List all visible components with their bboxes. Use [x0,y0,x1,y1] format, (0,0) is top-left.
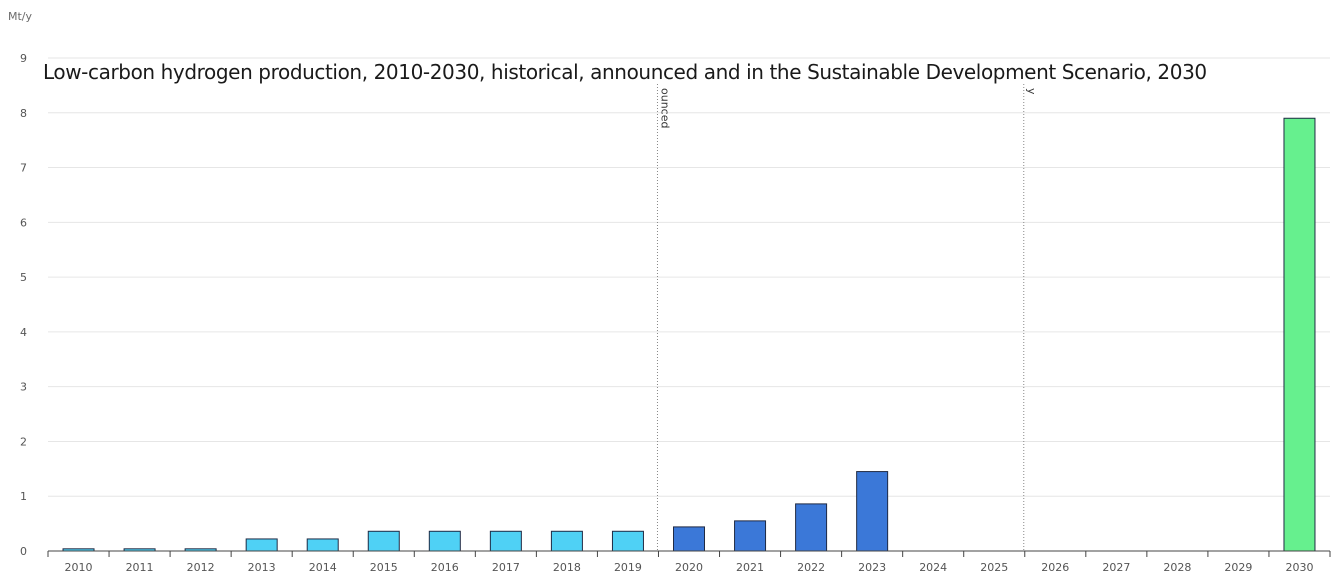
x-tick-label: 2015 [370,561,398,574]
bar-2017 [489,530,522,552]
bar-2018 [550,530,583,552]
x-tick-label: 2019 [614,561,642,574]
y-tick-label: 5 [20,271,27,284]
y-tick-label: 8 [20,107,27,120]
y-axis-ticks: 0 1 2 3 4 5 6 7 8 9 [20,52,27,558]
x-tick-label: 2028 [1163,561,1191,574]
x-tick-label: 2012 [187,561,215,574]
x-tick-label: 2023 [858,561,886,574]
x-axis-ticks: 2010 2011 2012 2013 2014 2015 2016 2017 2018 2019… [65,561,1314,574]
y-tick-label: 2 [20,435,27,448]
bar-2014 [306,538,339,552]
y-tick-label: 1 [20,490,27,503]
x-axis [47,550,1331,557]
x-tick-label: 2020 [675,561,703,574]
y-axis-unit-label: Mt/y [8,10,33,23]
gridlines [48,57,1330,497]
x-tick-label: 2027 [1102,561,1130,574]
period-markers: ounced y [656,84,1038,551]
x-tick-label: 2021 [736,561,764,574]
x-tick-label: 2016 [431,561,459,574]
y-tick-label: 3 [20,381,27,394]
y-tick-label: 7 [20,162,27,175]
marker-label: ounced [658,88,671,128]
x-tick-label: 2022 [797,561,825,574]
bar-2023 [856,471,889,552]
bar-2016 [428,530,461,552]
y-tick-label: 9 [20,52,27,65]
x-tick-label: 2010 [65,561,93,574]
bar-2030 [1283,117,1316,552]
bar-2019 [611,530,644,552]
x-tick-label: 2026 [1041,561,1069,574]
chart-title: Low-carbon hydrogen production, 2010-203… [43,60,1211,84]
bar-2020 [673,526,705,552]
x-tick-label: 2024 [919,561,947,574]
y-tick-label: 6 [20,216,27,229]
x-tick-label: 2018 [553,561,581,574]
x-tick-label: 2029 [1224,561,1252,574]
x-tick-label: 2014 [309,561,337,574]
x-tick-label: 2017 [492,561,520,574]
marker-label: y [1025,88,1038,95]
x-tick-label: 2011 [126,561,154,574]
x-tick-label: 2025 [980,561,1008,574]
y-tick-label: 0 [20,545,27,558]
y-tick-label: 4 [20,326,27,339]
bar-2022 [795,503,828,552]
bar-2015 [367,530,400,552]
bars [62,117,1316,552]
bar-2013 [245,538,278,552]
bar-2021 [734,520,767,552]
x-tick-label: 2030 [1285,561,1313,574]
x-tick-label: 2013 [248,561,276,574]
